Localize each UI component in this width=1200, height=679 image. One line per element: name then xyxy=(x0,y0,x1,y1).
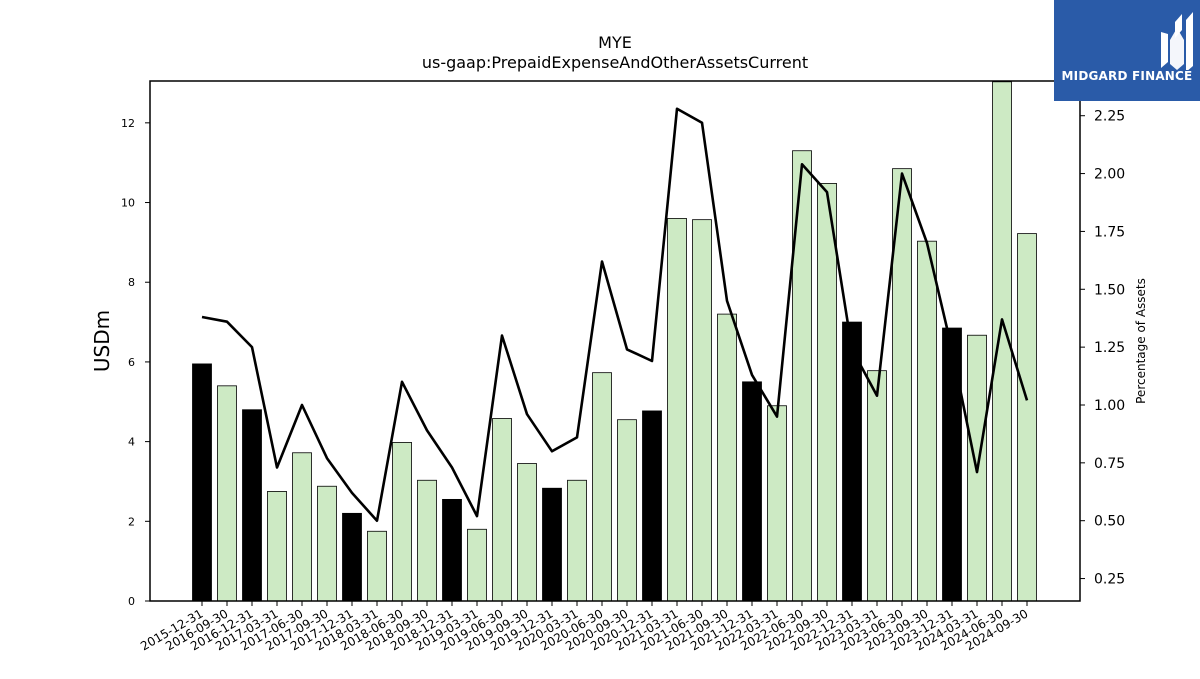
bar-2022-09-30 xyxy=(817,183,837,602)
bar-2020-09-30 xyxy=(617,419,637,602)
bar-2020-03-31 xyxy=(567,479,587,602)
chart-subtitle: us-gaap:PrepaidExpenseAndOtherAssetsCurr… xyxy=(422,53,808,72)
chart-title: MYE xyxy=(598,33,632,52)
y-tick-label: 8 xyxy=(128,276,135,289)
bar-2020-12-31 xyxy=(642,410,662,602)
bar-2021-12-31 xyxy=(742,381,762,602)
brand-logo: MIDGARD FINANCE xyxy=(1054,0,1200,101)
y2-tick-label: 0.50 xyxy=(1094,514,1125,530)
y-tick-label: 12 xyxy=(121,117,135,130)
bar-2019-03-31 xyxy=(467,528,487,602)
bar-2021-09-30 xyxy=(717,313,737,602)
bar-2017-03-31 xyxy=(267,491,287,602)
bar-2018-09-30 xyxy=(417,479,437,602)
y-tick-label: 6 xyxy=(128,356,135,369)
bar-2017-06-30 xyxy=(292,452,312,602)
bar-2023-03-31 xyxy=(867,370,887,602)
plot-frame xyxy=(149,80,1081,602)
bar-2024-09-30 xyxy=(1017,233,1037,602)
y-tick-label: 0 xyxy=(128,595,135,608)
y-axis-label: USDm xyxy=(90,310,114,372)
line-layer xyxy=(201,107,1029,523)
bar-2017-12-31 xyxy=(342,512,362,602)
y2-tick-label: 1.00 xyxy=(1094,398,1125,414)
bar-2022-03-31 xyxy=(767,405,787,602)
bar-2023-09-30 xyxy=(917,240,937,602)
axes-layer: 0 2 4 6 8 10 12 0.25 0.50 0.75 1.00 1.25 1.50 1.75 2.0… xyxy=(121,80,1125,653)
y2-tick-label: 1.75 xyxy=(1094,224,1125,240)
bar-2016-12-31 xyxy=(242,409,262,602)
brand-name: MIDGARD FINANCE xyxy=(1061,69,1193,83)
bar-2015-12-31 xyxy=(192,363,212,602)
bar-2018-06-30 xyxy=(392,442,412,602)
y2-tick-label: 1.25 xyxy=(1094,340,1125,356)
y-tick-label: 4 xyxy=(128,436,135,449)
percentage-line xyxy=(201,107,1029,523)
bar-2023-12-31 xyxy=(942,327,962,602)
bar-2019-09-30 xyxy=(517,463,537,602)
bar-2021-06-30 xyxy=(692,219,712,602)
bar-2020-06-30 xyxy=(592,372,612,602)
y2-axis-label: Percentage of Assets xyxy=(1134,278,1148,404)
bar-2019-12-31 xyxy=(542,487,562,602)
bar-2017-09-30 xyxy=(317,485,337,602)
bar-2018-12-31 xyxy=(442,498,462,602)
y2-tick-label: 1.50 xyxy=(1094,282,1125,298)
y2-tick-label: 2.00 xyxy=(1094,167,1125,183)
bar-2018-03-31 xyxy=(367,530,387,602)
y-tick-label: 10 xyxy=(121,197,135,210)
bar-2021-03-31 xyxy=(667,218,687,602)
bars-layer xyxy=(192,81,1037,602)
y2-tick-label: 0.75 xyxy=(1094,456,1125,472)
y-tick-label: 2 xyxy=(128,515,135,528)
y2-tick-label: 2.25 xyxy=(1094,109,1125,125)
bar-2019-06-30 xyxy=(492,418,512,602)
midgard-logo-icon xyxy=(1161,12,1193,70)
y2-tick-label: 0.25 xyxy=(1094,572,1125,588)
bar-2016-09-30 xyxy=(217,385,237,602)
